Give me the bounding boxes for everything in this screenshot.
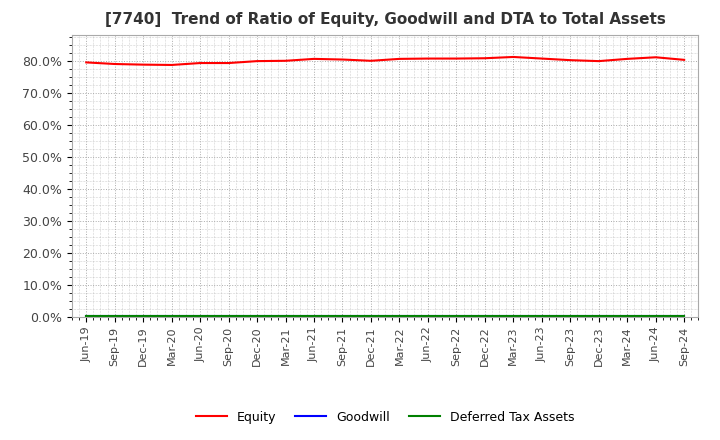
Line: Equity: Equity (86, 57, 684, 65)
Deferred Tax Assets (366, 313, 375, 318)
Deferred Tax Assets (310, 313, 318, 318)
Deferred Tax Assets (395, 313, 404, 318)
Deferred Tax Assets (225, 313, 233, 318)
Goodwill (225, 314, 233, 319)
Goodwill (537, 314, 546, 319)
Deferred Tax Assets (537, 313, 546, 318)
Equity (537, 56, 546, 61)
Equity (566, 58, 575, 63)
Equity (167, 62, 176, 68)
Goodwill (366, 314, 375, 319)
Deferred Tax Assets (680, 313, 688, 318)
Equity (452, 56, 461, 61)
Goodwill (652, 314, 660, 319)
Equity (480, 55, 489, 61)
Goodwill (82, 314, 91, 319)
Goodwill (509, 314, 518, 319)
Deferred Tax Assets (623, 313, 631, 318)
Goodwill (395, 314, 404, 319)
Goodwill (680, 314, 688, 319)
Deferred Tax Assets (338, 313, 347, 318)
Goodwill (452, 314, 461, 319)
Equity (652, 55, 660, 60)
Equity (110, 61, 119, 66)
Equity (253, 59, 261, 64)
Deferred Tax Assets (110, 313, 119, 318)
Deferred Tax Assets (509, 313, 518, 318)
Equity (338, 57, 347, 62)
Equity (423, 56, 432, 61)
Goodwill (566, 314, 575, 319)
Deferred Tax Assets (566, 313, 575, 318)
Equity (225, 60, 233, 66)
Deferred Tax Assets (139, 313, 148, 318)
Deferred Tax Assets (167, 313, 176, 318)
Deferred Tax Assets (282, 313, 290, 318)
Equity (310, 56, 318, 62)
Goodwill (595, 314, 603, 319)
Equity (366, 58, 375, 63)
Deferred Tax Assets (82, 313, 91, 318)
Equity (509, 54, 518, 59)
Goodwill (310, 314, 318, 319)
Equity (623, 56, 631, 62)
Deferred Tax Assets (423, 313, 432, 318)
Legend: Equity, Goodwill, Deferred Tax Assets: Equity, Goodwill, Deferred Tax Assets (191, 406, 580, 429)
Goodwill (139, 314, 148, 319)
Deferred Tax Assets (196, 313, 204, 318)
Goodwill (196, 314, 204, 319)
Goodwill (480, 314, 489, 319)
Deferred Tax Assets (595, 313, 603, 318)
Goodwill (423, 314, 432, 319)
Goodwill (282, 314, 290, 319)
Goodwill (338, 314, 347, 319)
Goodwill (110, 314, 119, 319)
Goodwill (623, 314, 631, 319)
Equity (196, 60, 204, 66)
Equity (595, 59, 603, 64)
Goodwill (167, 314, 176, 319)
Equity (82, 60, 91, 65)
Equity (680, 57, 688, 62)
Deferred Tax Assets (452, 313, 461, 318)
Equity (395, 56, 404, 62)
Deferred Tax Assets (480, 313, 489, 318)
Equity (139, 62, 148, 67)
Deferred Tax Assets (253, 313, 261, 318)
Title: [7740]  Trend of Ratio of Equity, Goodwill and DTA to Total Assets: [7740] Trend of Ratio of Equity, Goodwil… (105, 12, 665, 27)
Deferred Tax Assets (652, 313, 660, 318)
Equity (282, 58, 290, 63)
Goodwill (253, 314, 261, 319)
